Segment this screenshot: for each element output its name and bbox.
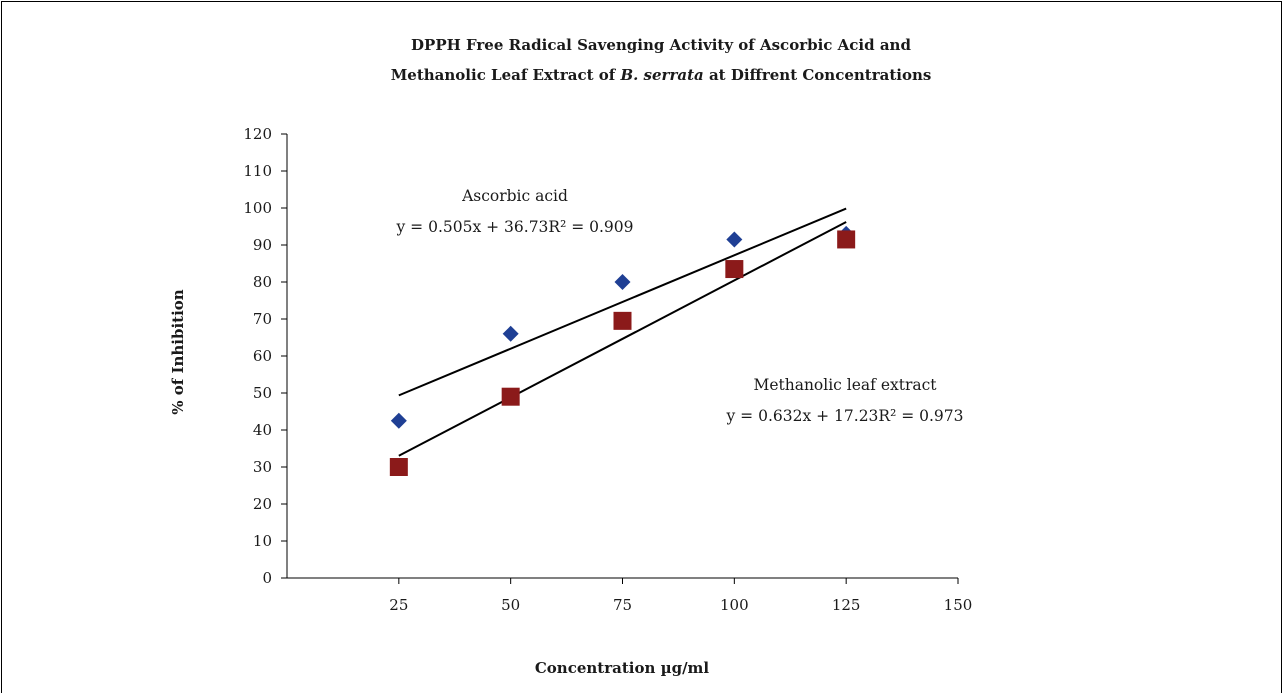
y-tick-label: 70 bbox=[253, 310, 272, 328]
x-axis-title: Concentration µg/ml bbox=[535, 659, 710, 677]
x-tick-label: 150 bbox=[944, 596, 973, 614]
y-tick-label: 60 bbox=[253, 347, 272, 365]
trendlines bbox=[398, 207, 847, 457]
methanolic-point bbox=[725, 260, 744, 279]
ascorbic-point bbox=[390, 412, 407, 429]
y-tick-label: 40 bbox=[253, 421, 272, 439]
ascorbic-series-label: Ascorbic acid bbox=[461, 187, 568, 205]
chart-title-line2: Methanolic Leaf Extract of B. serrata at… bbox=[391, 66, 932, 84]
x-tick-label: 75 bbox=[613, 596, 632, 614]
chart-title-line2-before: Methanolic Leaf Extract of bbox=[391, 66, 621, 84]
chart-title-line2-after: at Diffrent Concentrations bbox=[704, 66, 932, 84]
y-tick-label: 0 bbox=[262, 569, 272, 587]
chart-title-line1: DPPH Free Radical Savenging Activity of … bbox=[411, 36, 911, 54]
methanolic-point bbox=[837, 230, 856, 249]
y-tick-label: 10 bbox=[253, 532, 272, 550]
chart-title-species: B. serrata bbox=[619, 66, 703, 84]
methanolic-equation: y = 0.632x + 17.23R² = 0.973 bbox=[725, 407, 963, 425]
y-tick-label: 90 bbox=[253, 236, 272, 254]
methanolic-point bbox=[613, 311, 632, 330]
methanolic-series-label: Methanolic leaf extract bbox=[753, 376, 937, 394]
y-tick-label: 120 bbox=[243, 125, 272, 143]
ascorbic-equation: y = 0.505x + 36.73R² = 0.909 bbox=[395, 218, 633, 236]
y-tick-label: 80 bbox=[253, 273, 272, 291]
y-axis-title: % of Inhibition bbox=[169, 289, 187, 414]
axes: 0 10 20 30 40 50 60 70 80 90 100 110 120 25 50 75 100 125… bbox=[243, 125, 972, 614]
y-tick-label: 100 bbox=[243, 199, 272, 217]
methanolic-trendline bbox=[398, 221, 847, 457]
ascorbic-point bbox=[726, 231, 743, 248]
methanolic-point bbox=[389, 458, 408, 476]
ascorbic-trendline bbox=[398, 207, 847, 397]
y-tick-label: 110 bbox=[243, 162, 272, 180]
x-tick-label: 50 bbox=[501, 596, 520, 614]
ascorbic-point bbox=[502, 325, 519, 342]
methanolic-point bbox=[501, 387, 520, 406]
y-tick-label: 50 bbox=[253, 384, 272, 402]
y-tick-label: 30 bbox=[253, 458, 272, 476]
y-tick-label: 20 bbox=[253, 495, 272, 513]
x-tick-label: 25 bbox=[389, 596, 408, 614]
x-tick-label: 125 bbox=[832, 596, 861, 614]
data-points bbox=[389, 225, 856, 476]
ascorbic-point bbox=[614, 274, 631, 290]
x-tick-label: 100 bbox=[720, 596, 749, 614]
